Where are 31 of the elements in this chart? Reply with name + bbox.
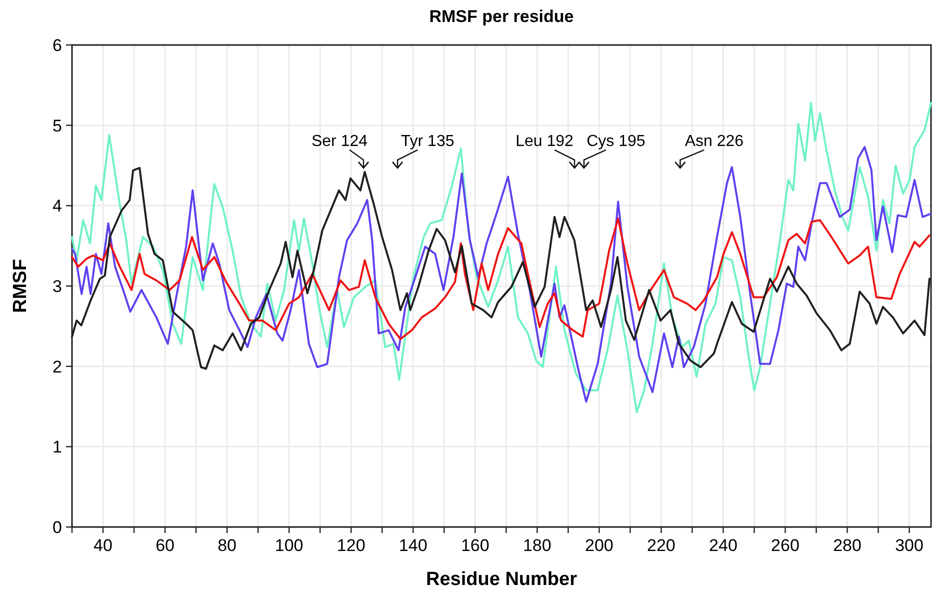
x-axis-title: Residue Number xyxy=(426,569,578,590)
x-tick-label: 120 xyxy=(336,536,366,555)
y-tick-label: 6 xyxy=(52,36,62,55)
y-tick-label: 5 xyxy=(52,116,62,136)
x-tick-label: 280 xyxy=(833,536,862,555)
x-tick-label: 40 xyxy=(94,536,112,555)
y-tick-label: 3 xyxy=(52,277,62,296)
x-tick-label: 180 xyxy=(522,536,552,555)
annotation: Cys 195 xyxy=(586,132,646,150)
x-tick-label: 300 xyxy=(895,536,924,555)
x-tick-label: 260 xyxy=(771,536,800,555)
annotation: Asn 226 xyxy=(684,132,744,150)
y-tick-label: 4 xyxy=(52,196,62,216)
x-tick-label: 100 xyxy=(274,536,304,555)
line-series xyxy=(71,102,932,414)
annotation: Tyr 135 xyxy=(400,132,454,150)
x-tick-label: 240 xyxy=(709,536,738,555)
y-axis-title: RMSF xyxy=(10,259,31,313)
x-tick-label: 160 xyxy=(460,536,490,555)
annotation: Leu 192 xyxy=(516,132,574,150)
x-tick-label: 200 xyxy=(584,536,614,555)
y-tick-label: 2 xyxy=(52,357,62,376)
y-tick-label: 1 xyxy=(52,438,62,457)
x-tick-label: 60 xyxy=(156,536,174,555)
x-tick-label: 220 xyxy=(647,536,676,555)
x-tick-label: 80 xyxy=(218,536,237,555)
line-series xyxy=(71,218,930,340)
chart-title: RMSF per residue xyxy=(429,7,574,26)
x-tick-label: 140 xyxy=(398,536,428,555)
y-tick-label: 0 xyxy=(52,518,62,537)
annotation: Ser 124 xyxy=(311,132,368,150)
